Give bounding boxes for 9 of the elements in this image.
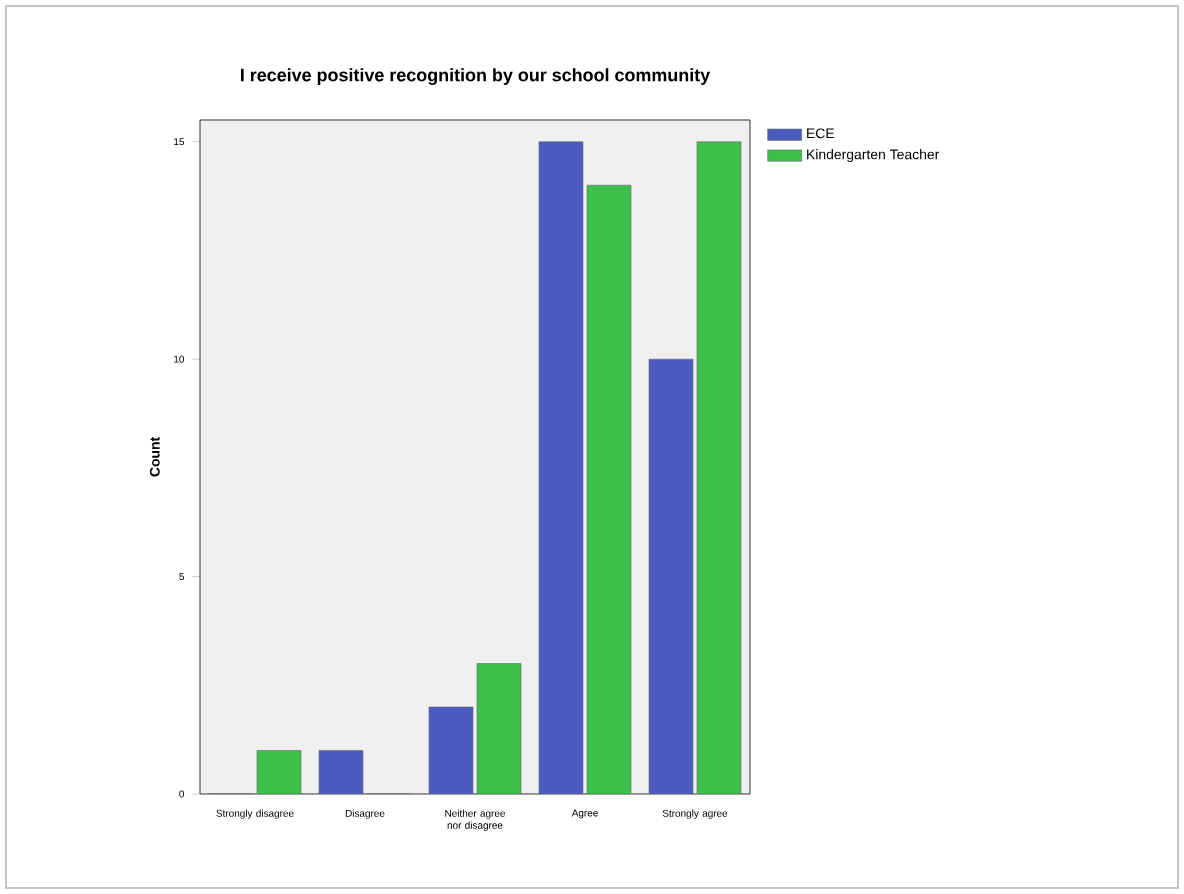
bar: [696, 141, 742, 794]
chart-title: I receive positive recognition by our school community: [241, 68, 711, 86]
bar: [648, 358, 694, 794]
bar: [476, 663, 521, 794]
bar: [429, 707, 474, 794]
bar: [539, 141, 584, 794]
bar: [586, 185, 631, 794]
bar: [256, 750, 301, 794]
bar: [319, 750, 364, 794]
